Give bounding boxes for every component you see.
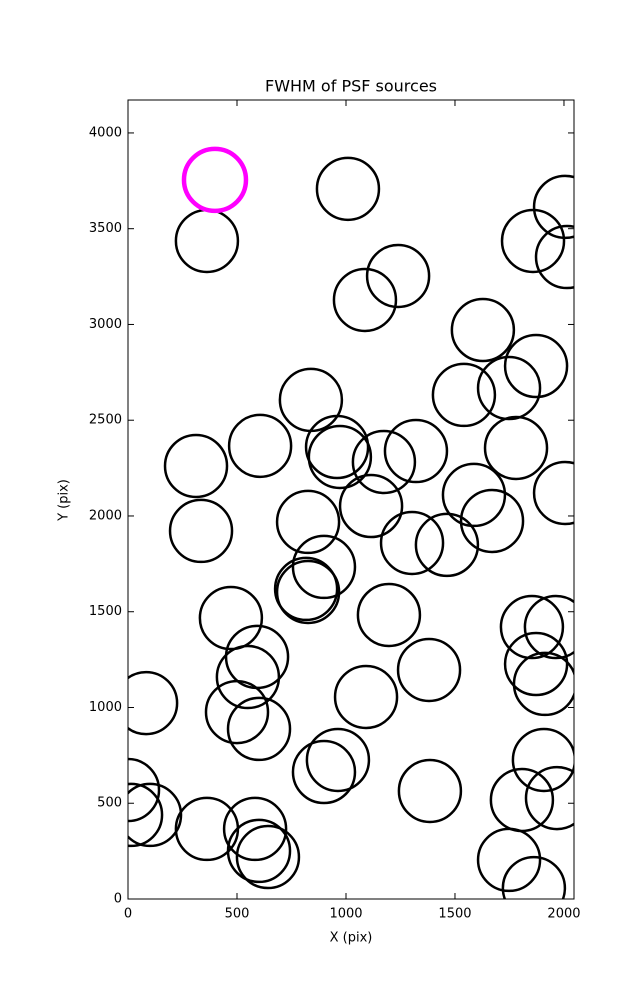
source-circle — [128, 782, 183, 848]
y-axis-label: Y (pix) — [57, 479, 72, 522]
source-circle — [383, 418, 449, 484]
source-circle — [222, 796, 288, 862]
source-circle — [275, 489, 341, 555]
source-circle — [483, 415, 549, 481]
source-circle — [307, 424, 373, 490]
source-circle — [450, 297, 516, 363]
source-circle — [226, 696, 292, 762]
x-tick-label: 2000 — [547, 907, 580, 922]
source-circle — [476, 355, 542, 421]
source-circle — [534, 224, 574, 290]
source-circle — [441, 462, 507, 528]
source-circle — [168, 498, 234, 564]
source-circle — [511, 727, 574, 793]
source-circle — [379, 510, 445, 576]
source-circle — [198, 585, 264, 651]
x-tick-label: 500 — [225, 907, 250, 922]
source-circle — [459, 488, 525, 554]
source-circle — [532, 460, 574, 526]
source-circle — [351, 429, 417, 495]
source-circle — [315, 156, 381, 222]
source-circle — [305, 727, 371, 793]
x-tick-label: 1000 — [329, 907, 362, 922]
y-tick-label: 500 — [97, 796, 122, 811]
y-tick-label: 2000 — [89, 508, 122, 523]
source-circle — [226, 818, 292, 884]
source-circle — [512, 651, 574, 717]
y-tick-label: 3000 — [89, 317, 122, 332]
source-circle — [291, 534, 357, 600]
source-circle — [501, 855, 567, 899]
source-circle — [356, 582, 422, 648]
source-circle — [163, 433, 229, 499]
source-circle — [227, 413, 293, 479]
chart-title: FWHM of PSF sources — [265, 77, 437, 96]
axes-frame — [127, 99, 575, 900]
source-circle — [503, 631, 569, 697]
y-tick-label: 3500 — [89, 221, 122, 236]
source-circle — [396, 637, 462, 703]
source-circle — [204, 679, 270, 745]
source-circle — [365, 243, 431, 309]
y-tick-label: 0 — [114, 892, 122, 907]
x-tick-label: 1500 — [438, 907, 471, 922]
source-circle — [291, 739, 357, 805]
source-circle — [431, 362, 497, 428]
source-circle — [523, 594, 574, 660]
y-tick-label: 4000 — [89, 125, 122, 140]
source-circle — [338, 473, 404, 539]
source-circle — [500, 208, 566, 274]
source-circle — [215, 644, 281, 710]
source-circle — [273, 556, 339, 622]
source-circle — [275, 559, 341, 625]
y-tick-label: 2500 — [89, 413, 122, 428]
source-circle — [128, 757, 161, 823]
source-circle — [499, 594, 565, 660]
source-circle — [181, 146, 249, 214]
source-circle — [128, 782, 164, 848]
source-circle — [332, 267, 398, 333]
source-circle — [503, 333, 569, 399]
source-circle — [524, 765, 574, 831]
source-circle — [414, 512, 480, 578]
x-tick-label: 0 — [124, 907, 132, 922]
x-axis-label: X (pix) — [330, 931, 373, 946]
y-tick-label: 1500 — [89, 604, 122, 619]
plot-area — [128, 146, 574, 899]
source-circle — [333, 664, 399, 730]
source-circle — [128, 670, 179, 736]
source-circle — [397, 758, 463, 824]
source-circle — [476, 827, 542, 893]
source-circle — [235, 824, 301, 890]
y-tick-label: 1000 — [89, 700, 122, 715]
